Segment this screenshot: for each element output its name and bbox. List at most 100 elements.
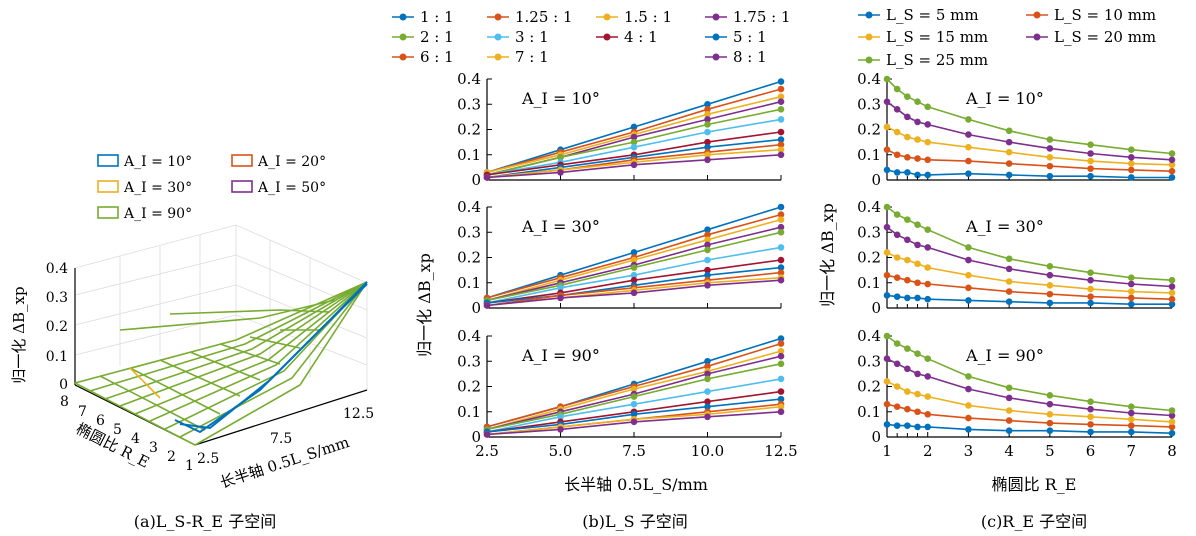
data-point (1168, 295, 1176, 303)
legend-label: L_S = 5 mm (886, 6, 979, 24)
data-point (1168, 300, 1176, 308)
data-point (1087, 276, 1094, 284)
data-point (777, 216, 785, 223)
x-tick-label: 7 (1127, 442, 1137, 460)
legend-marker (494, 53, 502, 61)
data-point (1168, 423, 1176, 431)
data-point (704, 106, 711, 113)
data-point (883, 271, 891, 279)
y-tick-label: 0.1 (857, 403, 881, 421)
data-point (1127, 416, 1135, 423)
data-point (630, 271, 638, 279)
data-point (777, 116, 785, 123)
data-point (893, 340, 901, 347)
data-point (557, 153, 564, 161)
y-tick-label: 0.3 (857, 223, 881, 241)
legend-swatch-30 (97, 180, 119, 193)
data-point (1005, 160, 1013, 167)
panel-b-subplot: 0 0.1 0.2 0.3 0.4 2.5 5.0 7.5 10.0 12.5 A_I = 90° (457, 327, 798, 460)
legend-label: L_S = 25 mm (886, 51, 988, 69)
y-tick-label: 0.4 (457, 70, 481, 88)
legend-label: 1.5 : 1 (624, 8, 672, 26)
panel-a-ylabel: 归一化 ΔB_xp (10, 286, 28, 383)
data-point (777, 276, 785, 284)
data-point (965, 373, 972, 380)
y-tick-label: 0 (471, 171, 481, 189)
y-tick-label: 0.4 (857, 70, 881, 88)
data-point (1046, 162, 1054, 170)
data-point (904, 294, 911, 302)
data-point (704, 375, 711, 383)
y-tick-label: 0.1 (457, 146, 481, 164)
legend-label: 8 : 1 (733, 48, 767, 66)
data-point (704, 370, 711, 378)
legend-marker (399, 53, 407, 61)
panel-b-xlabel: 长半轴 0.5L_S/mm (564, 475, 708, 494)
data-point (914, 171, 921, 179)
data-point (965, 271, 972, 279)
data-point (704, 398, 711, 405)
data-point (1087, 141, 1094, 148)
y-tick-label: 0.2 (457, 249, 481, 267)
data-point (1087, 293, 1094, 300)
data-point (1127, 146, 1135, 153)
x-tick-label: 5 (1045, 442, 1055, 460)
data-point (1087, 172, 1094, 180)
data-point (777, 335, 785, 342)
panel-b-subplot-label: A_I = 30° (521, 217, 600, 236)
data-point (777, 269, 785, 276)
legend-label: 1 : 1 (420, 8, 454, 26)
data-point (630, 161, 638, 169)
legend-label: L_S = 10 mm (1054, 6, 1156, 24)
data-point (704, 121, 711, 128)
data-point (883, 355, 891, 363)
data-point (557, 284, 564, 292)
data-point (630, 143, 638, 151)
legend-marker (865, 56, 873, 64)
data-point (924, 393, 932, 400)
data-point (483, 174, 491, 181)
data-point (904, 153, 911, 161)
data-point (1168, 407, 1176, 414)
data-point (704, 151, 711, 159)
data-point (883, 98, 891, 106)
legend-label: 2 : 1 (420, 28, 454, 46)
r-tick: 5 (113, 422, 122, 438)
data-point (1127, 294, 1135, 302)
y-tick-label: 0.1 (857, 146, 881, 164)
data-point (904, 93, 911, 100)
data-point (1046, 290, 1054, 298)
data-point (704, 128, 711, 136)
panel-a-caption: (a)L_S-R_E 子空间 (134, 512, 276, 531)
legend-label-20: A_I = 20° (257, 154, 326, 170)
data-point (883, 292, 891, 299)
data-point (965, 414, 972, 422)
data-point (883, 421, 891, 428)
data-point (777, 151, 785, 159)
data-point (630, 410, 638, 418)
x-tick-label: 10.0 (691, 442, 724, 460)
data-point (1005, 127, 1013, 135)
data-point (1046, 400, 1054, 408)
data-point (1087, 299, 1094, 307)
data-point (1168, 174, 1176, 181)
y-tick-label: 0.1 (457, 403, 481, 421)
data-point (904, 236, 911, 244)
data-point (777, 106, 785, 113)
data-point (883, 146, 891, 153)
data-point (777, 375, 785, 383)
data-point (777, 93, 785, 100)
legend-marker (399, 13, 407, 21)
r-tick: 8 (60, 394, 69, 410)
data-point (704, 156, 711, 164)
legend-label: 1.75 : 1 (733, 8, 791, 26)
data-point (893, 403, 901, 411)
data-point (704, 403, 711, 411)
data-point (1046, 299, 1054, 307)
data-point (924, 103, 932, 111)
panel-a-x-axis (194, 389, 368, 446)
data-point (777, 203, 785, 211)
data-point (893, 254, 901, 261)
r-tick: 4 (131, 431, 140, 447)
panel-c-subplot: 0 0.1 0.2 0.3 0.4 A_I = 30° (857, 198, 1176, 317)
